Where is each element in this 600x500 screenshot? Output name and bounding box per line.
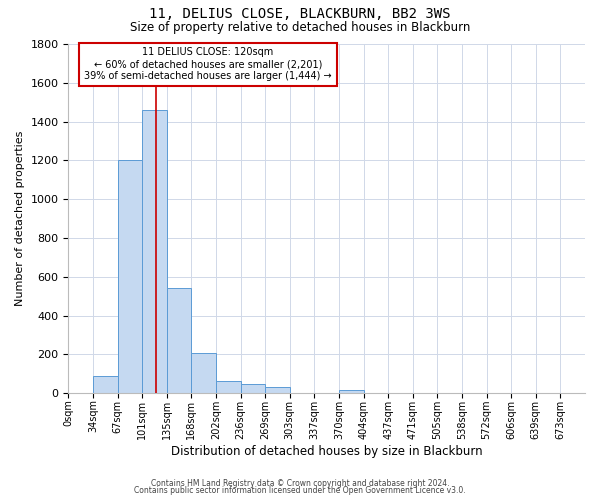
Bar [241, 384, 265, 393]
Bar [339, 390, 364, 393]
Bar [142, 110, 167, 393]
X-axis label: Distribution of detached houses by size in Blackburn: Distribution of detached houses by size … [171, 444, 482, 458]
Text: Size of property relative to detached houses in Blackburn: Size of property relative to detached ho… [130, 21, 470, 34]
Bar [191, 354, 216, 393]
Bar [216, 380, 241, 393]
Bar [167, 288, 191, 393]
Text: Contains public sector information licensed under the Open Government Licence v3: Contains public sector information licen… [134, 486, 466, 495]
Bar [118, 160, 142, 393]
Bar [265, 388, 290, 393]
Bar [93, 376, 118, 393]
Text: Contains HM Land Registry data © Crown copyright and database right 2024.: Contains HM Land Registry data © Crown c… [151, 478, 449, 488]
Text: 11 DELIUS CLOSE: 120sqm
← 60% of detached houses are smaller (2,201)
39% of semi: 11 DELIUS CLOSE: 120sqm ← 60% of detache… [84, 48, 332, 80]
Text: 11, DELIUS CLOSE, BLACKBURN, BB2 3WS: 11, DELIUS CLOSE, BLACKBURN, BB2 3WS [149, 8, 451, 22]
Y-axis label: Number of detached properties: Number of detached properties [15, 131, 25, 306]
